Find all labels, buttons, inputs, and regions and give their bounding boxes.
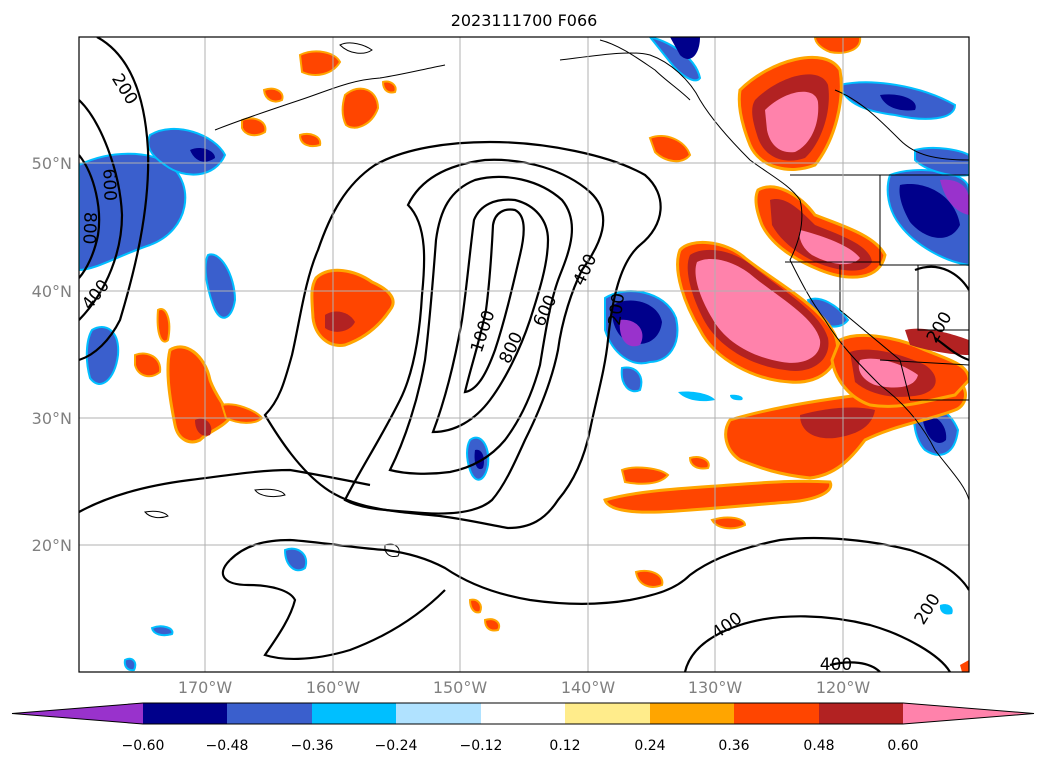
lat-tick-label: 20°N (32, 536, 72, 555)
lon-tick-labels: 170°W 160°W 150°W 140°W 130°W 120°W (178, 678, 871, 697)
colorbar-tick-label: 0.24 (634, 738, 665, 754)
contour-label: 600 (98, 168, 119, 201)
lon-tick-label: 170°W (178, 678, 233, 697)
gridlines (79, 37, 969, 672)
contour-label: 800 (78, 212, 99, 245)
lat-tick-labels: 50°N 40°N 30°N 20°N (32, 154, 72, 555)
colorbar-segment (481, 703, 565, 724)
colorbar-tick-label: 0.60 (887, 738, 918, 754)
colorbar-tick-label: −0.60 (122, 738, 165, 754)
lat-tick-label: 50°N (32, 154, 72, 173)
map-panel: 200 600 800 400 1000 800 600 400 200 400… (78, 36, 970, 675)
colorbar-segment (734, 703, 819, 724)
lat-tick-label: 40°N (32, 282, 72, 301)
contour-lines (79, 37, 969, 672)
positive-anomaly-regions (134, 37, 969, 672)
lon-tick-label: 140°W (561, 678, 616, 697)
coastlines (144, 39, 969, 557)
colorbar-extend-high (903, 703, 1034, 724)
colorbar-segments (11, 702, 1035, 725)
contour-label: 400 (820, 655, 852, 675)
colorbar-tick-labels: −0.60 −0.48 −0.36 −0.24 −0.12 0.12 0.24 … (122, 738, 919, 754)
colorbar-tick-label: −0.48 (206, 738, 249, 754)
colorbar-segment (143, 703, 227, 724)
colorbar-outline (11, 702, 1035, 725)
figure-title: 2023111700 F066 (451, 11, 598, 30)
colorbar: −0.60 −0.48 −0.36 −0.24 −0.12 0.12 0.24 … (11, 702, 1035, 754)
colorbar-segment (227, 703, 312, 724)
colorbar-tick-label: −0.12 (460, 738, 503, 754)
colorbar-tick-label: −0.36 (291, 738, 334, 754)
map-frame (78, 36, 970, 673)
colorbar-segment (650, 703, 734, 724)
lon-tick-label: 160°W (306, 678, 361, 697)
contour-label: 200 (605, 292, 629, 327)
negative-anomaly-regions (79, 37, 969, 672)
lon-tick-label: 120°W (816, 678, 871, 697)
colorbar-extend-low (12, 703, 143, 724)
colorbar-tick-label: 0.36 (718, 738, 749, 754)
lon-tick-label: 130°W (688, 678, 743, 697)
colorbar-segment (396, 703, 481, 724)
colorbar-segment (312, 703, 396, 724)
colorbar-segment (565, 703, 650, 724)
lon-tick-label: 150°W (433, 678, 488, 697)
colorbar-tick-label: 0.48 (803, 738, 834, 754)
colorbar-tick-label: 0.12 (549, 738, 580, 754)
lat-tick-label: 30°N (32, 409, 72, 428)
colorbar-tick-label: −0.24 (375, 738, 418, 754)
colorbar-segment (819, 703, 903, 724)
